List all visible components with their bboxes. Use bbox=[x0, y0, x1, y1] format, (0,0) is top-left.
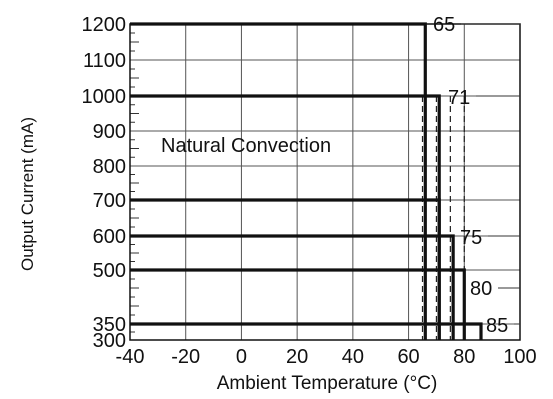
series-label-85: 85 bbox=[486, 315, 508, 337]
plot-frame bbox=[129, 23, 521, 341]
y-axis-title: Output Current (mA) bbox=[18, 117, 37, 271]
series-label-71: 71 bbox=[448, 87, 470, 109]
x-tick-label: 60 bbox=[397, 346, 419, 368]
y-tick-label: 1200 bbox=[82, 14, 127, 36]
plot-border bbox=[129, 23, 521, 341]
series-label-80: 80 bbox=[470, 278, 492, 300]
y-tick-label: 900 bbox=[93, 121, 126, 143]
grid bbox=[129, 23, 521, 341]
x-tick-label: 100 bbox=[503, 346, 536, 368]
series-line-600ma bbox=[130, 234, 455, 340]
series-labels: 65 71 75 80 85 bbox=[433, 14, 520, 337]
x-tick-label: -20 bbox=[171, 346, 200, 368]
y-tick-label: 500 bbox=[93, 260, 126, 282]
y-tick-label: 1000 bbox=[82, 86, 127, 108]
series-label-75: 75 bbox=[460, 227, 482, 249]
y-tick-label: 300 bbox=[93, 330, 126, 352]
series-line-1000ma bbox=[130, 94, 441, 340]
series-line-500ma bbox=[130, 268, 466, 340]
series-line-1200ma bbox=[130, 22, 427, 340]
y-tick-label: 350 bbox=[93, 314, 126, 336]
series-line-700ma bbox=[130, 198, 441, 340]
x-axis-title: Ambient Temperature (°C) bbox=[217, 373, 438, 394]
y-tick-label: 600 bbox=[93, 226, 126, 248]
y-tick-label: 1100 bbox=[83, 50, 126, 72]
series-label-65: 65 bbox=[433, 14, 455, 36]
x-tick-label: -40 bbox=[116, 346, 145, 368]
x-tick-labels: -40 -20 0 20 40 60 80 100 bbox=[116, 346, 537, 368]
y-tick-label: 700 bbox=[93, 190, 126, 212]
x-tick-label: 0 bbox=[236, 346, 247, 368]
y-tick-label: 800 bbox=[93, 156, 126, 178]
dashed-reference-lines bbox=[421, 96, 465, 340]
natural-convection-label: Natural Convection bbox=[161, 135, 331, 157]
x-tick-label: 40 bbox=[342, 346, 364, 368]
x-tick-label: 80 bbox=[453, 346, 475, 368]
series-line-350ma bbox=[130, 322, 483, 340]
series-group bbox=[130, 22, 483, 340]
x-tick-label: 20 bbox=[286, 346, 308, 368]
